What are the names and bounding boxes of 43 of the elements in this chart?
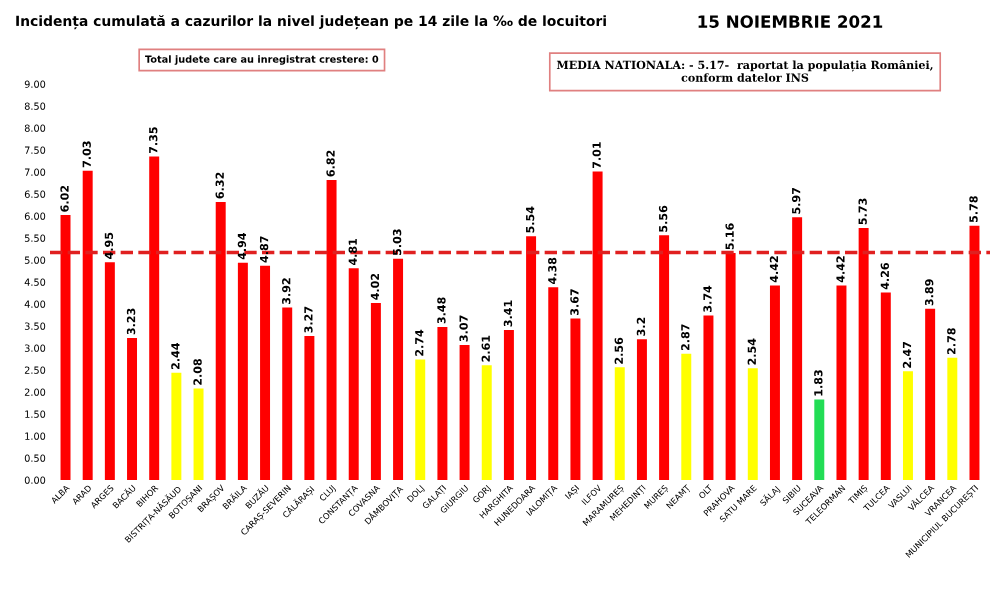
bar xyxy=(60,215,71,480)
bar xyxy=(526,236,537,480)
chart-subtitle: 15 NOIEMBRIE 2021 xyxy=(698,15,883,28)
bar xyxy=(459,344,470,480)
bar xyxy=(503,329,514,480)
bar xyxy=(149,156,160,480)
bar xyxy=(703,315,714,480)
bar xyxy=(614,367,625,480)
bar xyxy=(548,287,559,480)
bar xyxy=(193,388,204,480)
bar xyxy=(925,308,936,480)
bar xyxy=(969,225,980,480)
bar xyxy=(592,171,603,480)
bar xyxy=(393,258,404,480)
bar xyxy=(570,318,581,480)
bar xyxy=(370,303,381,480)
bar xyxy=(104,262,115,480)
bar xyxy=(792,217,803,480)
bar xyxy=(481,365,492,480)
bar xyxy=(880,292,891,480)
bar xyxy=(171,372,182,480)
bar xyxy=(437,326,448,480)
bar xyxy=(215,201,226,480)
bar xyxy=(747,368,758,480)
bar xyxy=(681,353,692,480)
bar xyxy=(636,339,647,480)
bar xyxy=(836,285,847,480)
bar xyxy=(858,227,869,480)
bar xyxy=(947,357,958,480)
bar xyxy=(260,265,271,480)
bar xyxy=(82,170,93,480)
bar xyxy=(348,268,359,480)
bar xyxy=(127,337,138,480)
bar xyxy=(769,285,780,480)
bar xyxy=(902,371,913,480)
bar xyxy=(814,399,825,480)
bar xyxy=(725,252,736,480)
bar xyxy=(415,359,426,480)
bar xyxy=(304,336,315,480)
bar xyxy=(659,235,670,480)
bar xyxy=(326,179,337,480)
bar xyxy=(237,262,248,480)
bar xyxy=(282,307,293,480)
